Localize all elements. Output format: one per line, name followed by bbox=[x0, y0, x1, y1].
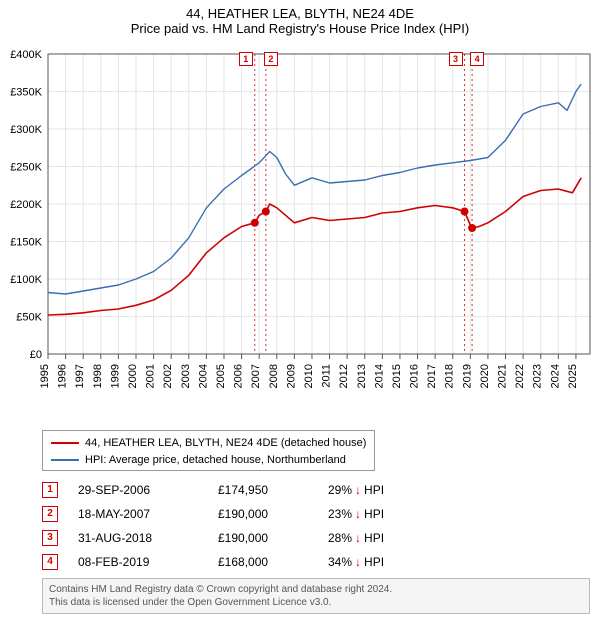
legend-label: 44, HEATHER LEA, BLYTH, NE24 4DE (detach… bbox=[85, 435, 366, 452]
svg-text:2011: 2011 bbox=[321, 364, 333, 388]
sale-marker-label: 4 bbox=[470, 52, 484, 66]
svg-text:2014: 2014 bbox=[373, 364, 385, 388]
legend-item: 44, HEATHER LEA, BLYTH, NE24 4DE (detach… bbox=[51, 435, 366, 452]
sale-marker-label: 2 bbox=[264, 52, 278, 66]
svg-text:2009: 2009 bbox=[285, 364, 297, 388]
sale-number-badge: 2 bbox=[42, 506, 58, 522]
page-subtitle: Price paid vs. HM Land Registry's House … bbox=[0, 21, 600, 38]
sale-vs-hpi: 28%↓HPI bbox=[328, 531, 418, 545]
svg-text:£250K: £250K bbox=[10, 162, 42, 174]
down-arrow-icon: ↓ bbox=[355, 507, 361, 521]
sale-row: 2 18-MAY-2007£190,00023%↓HPI bbox=[42, 502, 418, 526]
svg-text:2022: 2022 bbox=[514, 364, 526, 388]
sale-date: 31-AUG-2018 bbox=[78, 531, 218, 545]
svg-text:£50K: £50K bbox=[16, 312, 42, 324]
svg-text:£0: £0 bbox=[30, 349, 42, 361]
svg-text:2004: 2004 bbox=[197, 364, 209, 388]
legend-swatch bbox=[51, 442, 79, 444]
legend-label: HPI: Average price, detached house, Nort… bbox=[85, 452, 346, 469]
attribution-footer: Contains HM Land Registry data © Crown c… bbox=[42, 578, 590, 614]
svg-text:2002: 2002 bbox=[162, 364, 174, 388]
svg-text:£100K: £100K bbox=[10, 274, 42, 286]
sale-date: 29-SEP-2006 bbox=[78, 483, 218, 497]
svg-text:£150K: £150K bbox=[10, 237, 42, 249]
sale-row: 3 31-AUG-2018£190,00028%↓HPI bbox=[42, 526, 418, 550]
svg-text:2008: 2008 bbox=[268, 364, 280, 388]
svg-text:2007: 2007 bbox=[250, 364, 262, 388]
svg-text:2003: 2003 bbox=[180, 364, 192, 388]
svg-text:1996: 1996 bbox=[57, 364, 69, 388]
sale-vs-hpi: 29%↓HPI bbox=[328, 483, 418, 497]
svg-text:2005: 2005 bbox=[215, 364, 227, 388]
svg-text:2021: 2021 bbox=[497, 364, 509, 388]
svg-text:2025: 2025 bbox=[567, 364, 579, 388]
svg-text:2000: 2000 bbox=[127, 364, 139, 388]
svg-text:2019: 2019 bbox=[461, 364, 473, 388]
svg-text:2024: 2024 bbox=[549, 364, 561, 388]
svg-text:2006: 2006 bbox=[233, 364, 245, 388]
sale-row: 1 29-SEP-2006£174,95029%↓HPI bbox=[42, 478, 418, 502]
sales-table: 129-SEP-2006£174,95029%↓HPI218-MAY-2007£… bbox=[42, 478, 418, 574]
price-chart: £0 £50K £100K £150K £200K £250K £300K £350K £400… bbox=[0, 44, 600, 424]
sale-number-badge: 4 bbox=[42, 554, 58, 570]
svg-text:2017: 2017 bbox=[426, 364, 438, 388]
down-arrow-icon: ↓ bbox=[355, 531, 361, 545]
svg-text:£300K: £300K bbox=[10, 124, 42, 136]
svg-text:2016: 2016 bbox=[409, 364, 421, 388]
sale-date: 18-MAY-2007 bbox=[78, 507, 218, 521]
down-arrow-icon: ↓ bbox=[355, 555, 361, 569]
svg-text:2001: 2001 bbox=[145, 364, 157, 388]
svg-text:1999: 1999 bbox=[109, 364, 121, 388]
legend: 44, HEATHER LEA, BLYTH, NE24 4DE (detach… bbox=[42, 430, 375, 471]
sale-price: £174,950 bbox=[218, 483, 328, 497]
svg-text:2010: 2010 bbox=[303, 364, 315, 388]
legend-swatch bbox=[51, 459, 79, 461]
sale-vs-hpi: 34%↓HPI bbox=[328, 555, 418, 569]
svg-text:2013: 2013 bbox=[356, 364, 368, 388]
svg-text:2023: 2023 bbox=[532, 364, 544, 388]
sale-number-badge: 1 bbox=[42, 482, 58, 498]
sale-vs-hpi: 23%↓HPI bbox=[328, 507, 418, 521]
svg-text:1995: 1995 bbox=[39, 364, 51, 388]
down-arrow-icon: ↓ bbox=[355, 483, 361, 497]
footer-line: This data is licensed under the Open Gov… bbox=[49, 596, 583, 609]
sale-number-badge: 3 bbox=[42, 530, 58, 546]
sale-marker-label: 3 bbox=[449, 52, 463, 66]
svg-text:£400K: £400K bbox=[10, 49, 42, 61]
svg-text:2018: 2018 bbox=[444, 364, 456, 388]
svg-text:2020: 2020 bbox=[479, 364, 491, 388]
sale-marker-label: 1 bbox=[239, 52, 253, 66]
sale-price: £168,000 bbox=[218, 555, 328, 569]
svg-text:1998: 1998 bbox=[92, 364, 104, 388]
sale-date: 08-FEB-2019 bbox=[78, 555, 218, 569]
sale-row: 4 08-FEB-2019£168,00034%↓HPI bbox=[42, 550, 418, 574]
sale-price: £190,000 bbox=[218, 507, 328, 521]
svg-text:1997: 1997 bbox=[74, 364, 86, 388]
footer-line: Contains HM Land Registry data © Crown c… bbox=[49, 583, 583, 596]
svg-text:2015: 2015 bbox=[391, 364, 403, 388]
sale-price: £190,000 bbox=[218, 531, 328, 545]
svg-text:£350K: £350K bbox=[10, 87, 42, 99]
legend-item: HPI: Average price, detached house, Nort… bbox=[51, 452, 366, 469]
page-title: 44, HEATHER LEA, BLYTH, NE24 4DE bbox=[0, 0, 600, 21]
svg-text:2012: 2012 bbox=[338, 364, 350, 388]
svg-text:£200K: £200K bbox=[10, 199, 42, 211]
